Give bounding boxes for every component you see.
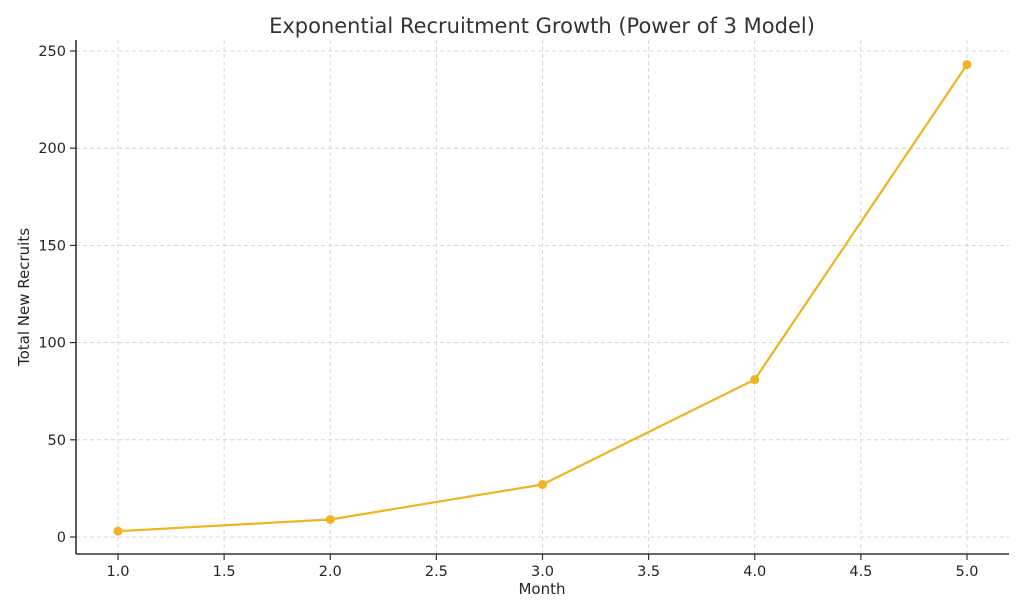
data-point-marker	[962, 60, 972, 70]
x-tick-label: 3.5	[637, 564, 660, 580]
x-tick-label: 2.0	[319, 564, 342, 580]
y-tick-label: 50	[48, 433, 66, 449]
y-tick-label: 250	[38, 44, 66, 60]
x-tick-label: 2.5	[425, 564, 448, 580]
x-tick-label: 4.0	[743, 564, 766, 580]
chart-title: Exponential Recruitment Growth (Power of…	[269, 14, 815, 38]
y-tick-label: 100	[38, 336, 66, 352]
data-point-marker	[750, 375, 760, 385]
x-tick-label: 3.0	[531, 564, 554, 580]
data-point-marker	[325, 515, 335, 525]
y-axis-label: Total New Recruits	[15, 228, 33, 367]
y-tick-label: 150	[38, 238, 66, 254]
y-tick-label: 200	[38, 141, 66, 157]
axis-ticks: 1.0 1.5 2.0 2.5 3.0 3.5 4.0 4.5 5.0 0 50 100 150 200 2…	[38, 44, 978, 580]
data-point-marker	[113, 526, 123, 536]
x-tick-label: 5.0	[955, 564, 978, 580]
x-tick-label: 1.0	[106, 564, 129, 580]
x-tick-label: 4.5	[849, 564, 872, 580]
gridlines	[76, 40, 1009, 554]
data-series	[113, 60, 972, 536]
y-tick-label: 0	[57, 530, 66, 546]
x-axis-label: Month	[518, 580, 565, 598]
x-tick-label: 1.5	[213, 564, 236, 580]
data-point-marker	[538, 480, 547, 490]
